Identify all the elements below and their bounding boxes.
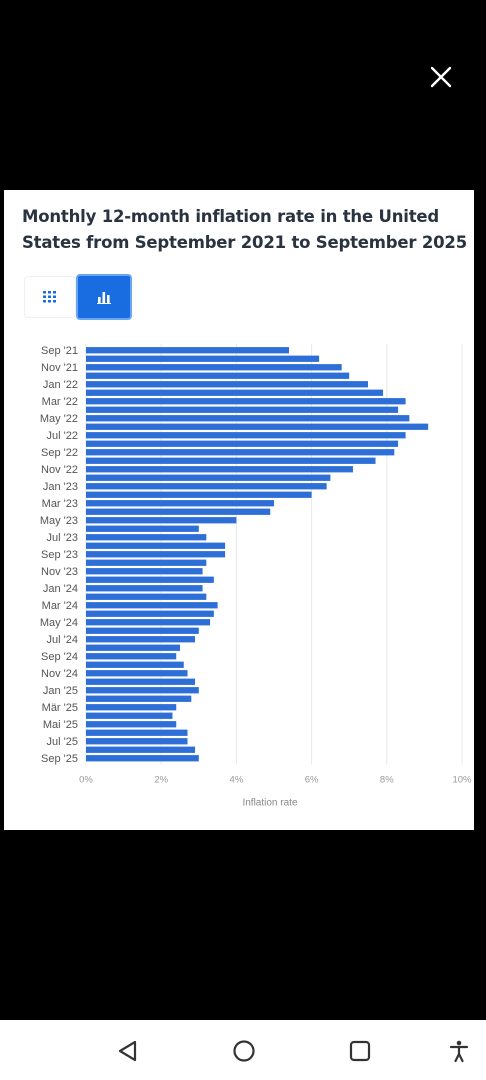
y-tick-label: Sep '24 bbox=[41, 651, 78, 663]
back-button[interactable] bbox=[113, 1036, 143, 1066]
y-tick-label: Jul '25 bbox=[47, 736, 78, 748]
y-tick-label: May '24 bbox=[40, 617, 78, 629]
y-tick-label: Sep '22 bbox=[41, 447, 78, 459]
inflation-bar-chart: Sep '21 Nov '21 Jan '22 Mar '22 May '22 Jul '… bbox=[40, 344, 472, 809]
android-nav-bar bbox=[0, 1020, 486, 1080]
bar-may-24[interactable] bbox=[86, 619, 211, 626]
y-tick-label: May '23 bbox=[40, 515, 78, 527]
y-tick-label: Mar '23 bbox=[42, 498, 78, 510]
y-tick-label: Jan '24 bbox=[43, 583, 78, 595]
bar-jun-24[interactable] bbox=[86, 627, 199, 634]
recents-button[interactable] bbox=[345, 1036, 375, 1066]
bar-aug-23[interactable] bbox=[86, 542, 226, 549]
x-tick-label: 10% bbox=[452, 775, 472, 786]
y-tick-label: Jul '22 bbox=[47, 430, 78, 442]
y-tick-label: Jul '24 bbox=[47, 634, 78, 646]
bar-apr-22[interactable] bbox=[86, 406, 399, 413]
bar-mar-23[interactable] bbox=[86, 500, 274, 507]
chart-title: Monthly 12-month inflation rate in the U… bbox=[22, 207, 467, 252]
y-tick-label: Mar '22 bbox=[42, 396, 78, 408]
bar-feb-22[interactable] bbox=[86, 389, 384, 396]
bar-apr-25[interactable] bbox=[86, 712, 173, 719]
accessibility-icon bbox=[449, 1040, 469, 1063]
bar-mar-22[interactable] bbox=[86, 398, 406, 405]
bar-oct-24[interactable] bbox=[86, 661, 184, 668]
y-tick-label: Nov '22 bbox=[41, 464, 78, 476]
x-tick-label: 6% bbox=[305, 775, 319, 786]
bar-apr-23[interactable] bbox=[86, 508, 271, 515]
bar-jul-25[interactable] bbox=[86, 738, 188, 745]
bar-feb-24[interactable] bbox=[86, 593, 207, 600]
y-tick-label: Jul '23 bbox=[47, 532, 78, 544]
chart-card: Monthly 12-month inflation rate in the U… bbox=[4, 190, 474, 830]
home-button[interactable] bbox=[229, 1036, 259, 1066]
bar-sep-24[interactable] bbox=[86, 653, 177, 660]
chart-view-toggle[interactable] bbox=[76, 274, 132, 320]
close-button[interactable] bbox=[428, 64, 454, 90]
bar-m-r-25[interactable] bbox=[86, 704, 177, 711]
y-tick-label: Sep '23 bbox=[41, 549, 78, 561]
y-tick-label: Jan '25 bbox=[43, 685, 78, 697]
bar-oct-21[interactable] bbox=[86, 355, 320, 362]
bar-sep-23[interactable] bbox=[86, 551, 226, 558]
y-tick-label: Nov '23 bbox=[41, 566, 78, 578]
x-tick-label: 8% bbox=[380, 775, 394, 786]
bar-jun-23[interactable] bbox=[86, 525, 199, 532]
bar-sep-22[interactable] bbox=[86, 449, 395, 456]
y-tick-label: Jan '23 bbox=[43, 481, 78, 493]
y-tick-label: May '22 bbox=[40, 413, 78, 425]
x-tick-label: 4% bbox=[230, 775, 244, 786]
bar-jan-23[interactable] bbox=[86, 483, 327, 490]
x-tick-label: 0% bbox=[79, 775, 93, 786]
bar-feb-25[interactable] bbox=[86, 695, 192, 702]
y-tick-label: Nov '24 bbox=[41, 668, 78, 680]
bar-nov-21[interactable] bbox=[86, 364, 342, 371]
y-tick-label: Sep '21 bbox=[41, 345, 78, 357]
x-tick-label: 2% bbox=[154, 775, 168, 786]
back-triangle-icon bbox=[118, 1040, 137, 1062]
y-tick-label: Mär '25 bbox=[42, 702, 78, 714]
bar-nov-23[interactable] bbox=[86, 568, 203, 575]
bar-aug-22[interactable] bbox=[86, 440, 399, 447]
bar-oct-22[interactable] bbox=[86, 457, 376, 464]
close-icon bbox=[430, 66, 452, 88]
y-tick-label: Sep '25 bbox=[41, 753, 78, 765]
bar-dec-24[interactable] bbox=[86, 678, 196, 685]
bar-jan-24[interactable] bbox=[86, 585, 203, 592]
bar-jul-23[interactable] bbox=[86, 534, 207, 541]
bar-jun-25[interactable] bbox=[86, 729, 188, 736]
bar-dec-22[interactable] bbox=[86, 474, 331, 481]
bar-apr-24[interactable] bbox=[86, 610, 214, 617]
y-tick-label: Jan '22 bbox=[43, 379, 78, 391]
bar-chart-icon bbox=[97, 291, 111, 304]
accessibility-button[interactable] bbox=[444, 1036, 474, 1066]
bar-feb-23[interactable] bbox=[86, 491, 312, 498]
bar-mar-24[interactable] bbox=[86, 602, 218, 609]
bar-jun-22[interactable] bbox=[86, 423, 429, 430]
bar-mai-25[interactable] bbox=[86, 721, 177, 728]
bar-sep-21[interactable] bbox=[86, 347, 290, 354]
bar-dec-21[interactable] bbox=[86, 372, 350, 379]
bar-nov-24[interactable] bbox=[86, 670, 188, 677]
bar-sep-25[interactable] bbox=[86, 755, 199, 762]
bar-nov-22[interactable] bbox=[86, 466, 353, 473]
home-circle-icon bbox=[233, 1040, 255, 1062]
x-axis-label: Inflation rate bbox=[242, 798, 297, 809]
y-tick-label: Mai '25 bbox=[43, 719, 78, 731]
bar-oct-23[interactable] bbox=[86, 559, 207, 566]
y-tick-label: Nov '21 bbox=[41, 362, 78, 374]
bar-may-23[interactable] bbox=[86, 517, 237, 524]
bar-jul-22[interactable] bbox=[86, 432, 406, 439]
bar-may-22[interactable] bbox=[86, 415, 410, 422]
bar-dec-23[interactable] bbox=[86, 576, 214, 583]
y-tick-label: Mar '24 bbox=[42, 600, 78, 612]
grid-icon bbox=[43, 291, 56, 303]
bar-jan-25[interactable] bbox=[86, 687, 199, 694]
bar-jul-24[interactable] bbox=[86, 636, 196, 643]
bar-jan-22[interactable] bbox=[86, 381, 368, 388]
bar-aug-25[interactable] bbox=[86, 746, 196, 753]
bar-aug-24[interactable] bbox=[86, 644, 180, 651]
table-view-toggle[interactable] bbox=[24, 276, 76, 318]
recents-square-icon bbox=[349, 1040, 371, 1062]
